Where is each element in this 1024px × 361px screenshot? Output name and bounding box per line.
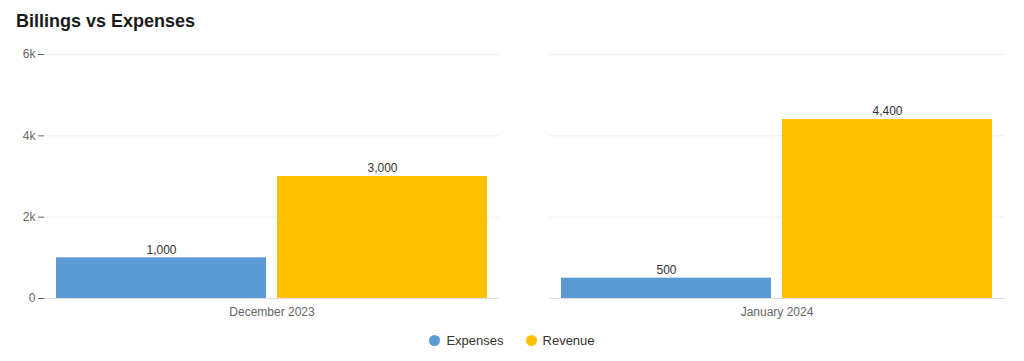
svg-text:December 2023: December 2023 [229, 305, 315, 319]
svg-text:1,000: 1,000 [146, 243, 176, 257]
html-text:Billings vs Expenses: Billings vs Expenses [16, 11, 196, 31]
svg-text:0: 0 [29, 291, 36, 305]
svg-text:500: 500 [656, 263, 676, 277]
html-text:Expenses: Expenses [446, 332, 504, 348]
svg-text:6k: 6k [23, 47, 37, 61]
html-text:Revenue: Revenue [542, 332, 595, 348]
svg-text:3,000: 3,000 [367, 161, 397, 175]
svg-text:January 2024: January 2024 [741, 305, 814, 319]
svg-text:4,400: 4,400 [872, 104, 902, 118]
svg-text:4k: 4k [23, 129, 37, 143]
svg-text:2k: 2k [23, 210, 37, 224]
